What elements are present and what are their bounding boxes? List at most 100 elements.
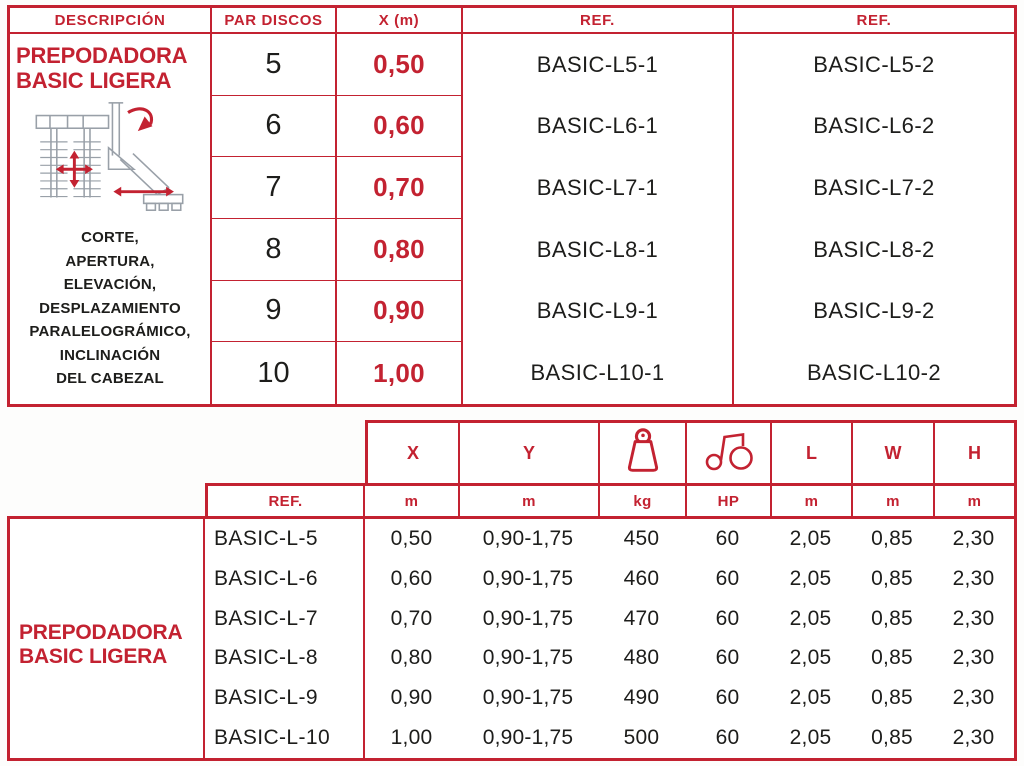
spec-header-l: L: [772, 423, 853, 483]
spec-h: 2,30: [952, 566, 995, 590]
par-discos-value: 6: [212, 95, 337, 158]
feature-list: CORTE, APERTURA, ELEVACIÓN, DESPLAZAMIEN…: [14, 226, 206, 391]
x-m-value: 0,60: [337, 95, 463, 158]
product-title-line1: PREPODADORA: [16, 43, 188, 68]
spec-y: 0,90-1,75: [482, 686, 574, 710]
spec-ref-column: BASIC-L-5 BASIC-L-6 BASIC-L-7 BASIC-L-8 …: [205, 519, 365, 758]
spec-l: 2,05: [789, 686, 832, 710]
par-discos-value: 5: [212, 34, 337, 96]
spec-h: 2,30: [952, 726, 995, 750]
tractor-icon: [701, 428, 757, 479]
spec-kg: 490: [623, 686, 660, 710]
column-header-ref-2: REF.: [734, 8, 1014, 34]
spec-x: 0,70: [390, 606, 433, 630]
spec-y: 0,90-1,75: [482, 606, 574, 630]
spec-hp: 60: [715, 606, 740, 630]
x-m-value: 0,50: [337, 34, 463, 96]
spec-kg: 450: [623, 526, 660, 550]
spec-h: 2,30: [952, 526, 995, 550]
spec-x: 1,00: [390, 726, 433, 750]
spec-label-line2: BASIC LIGERA: [19, 644, 168, 668]
spec-values-grid: 0,50 0,90-1,75 450 60 2,05 0,85 2,30 0,6…: [365, 519, 1014, 758]
spec-ref-code: BASIC-L-9: [214, 686, 318, 710]
spec-header-x: X: [368, 423, 460, 483]
x-m-value: 0,70: [337, 157, 463, 219]
x-m-value: 1,00: [337, 342, 463, 404]
column-header-x-m: X (m): [337, 8, 463, 34]
ref-code: BASIC-L8-1: [536, 236, 659, 262]
spec-header-weight: [600, 423, 687, 483]
feature-item: APERTURA,: [65, 252, 155, 270]
spec-l: 2,05: [789, 566, 832, 590]
par-discos-value: 7: [212, 157, 337, 219]
spec-header-h: H: [968, 442, 981, 463]
spec-w: 0,85: [871, 566, 913, 590]
weight-icon: [622, 427, 664, 480]
spec-header-w: W: [853, 423, 935, 483]
unit-power: HP: [687, 486, 772, 516]
spec-label-line1: PREPODADORA: [19, 620, 183, 644]
movement-arrows: [55, 107, 174, 197]
feature-item: ELEVACIÓN,: [63, 276, 157, 293]
spec-w: 0,85: [871, 686, 913, 710]
spec-y: 0,90-1,75: [482, 646, 574, 670]
spec-table-icon-header-row: X Y L W H: [365, 420, 1017, 483]
spec-table-unit-header-row: REF. m m kg HP m m m: [205, 483, 1017, 516]
spec-header-power: [687, 423, 772, 483]
spec-ref-code: BASIC-L-6: [214, 566, 318, 590]
spec-x: 0,50: [390, 526, 433, 550]
spec-w: 0,85: [871, 726, 913, 750]
description-cell: PREPODADORA BASIC LIGERA: [10, 34, 212, 404]
spec-hp: 60: [715, 526, 740, 550]
x-m-value: 0,80: [337, 219, 463, 281]
unit-h: m: [967, 492, 982, 510]
spec-y: 0,90-1,75: [482, 726, 574, 750]
machine-illustration: [24, 97, 196, 224]
product-title: PREPODADORA BASIC LIGERA: [14, 43, 206, 93]
spec-kg: 470: [623, 606, 660, 630]
ref-code: BASIC-L6-2: [813, 113, 935, 139]
product-title-line2: BASIC LIGERA: [16, 68, 172, 93]
column-header-ref-1: REF.: [463, 8, 734, 34]
par-discos-value: 8: [212, 219, 337, 281]
ref-column-2: BASIC-L5-2 BASIC-L6-2 BASIC-L7-2 BASIC-L…: [734, 34, 1014, 404]
spec-ref-code: BASIC-L-8: [214, 646, 318, 670]
ref-code: BASIC-L10-2: [806, 360, 941, 386]
x-m-value: 0,90: [337, 280, 463, 343]
spec-l: 2,05: [789, 646, 832, 670]
spec-hp: 60: [715, 566, 740, 590]
par-discos-value: 9: [212, 280, 337, 343]
ref-column-1: BASIC-L5-1 BASIC-L6-1 BASIC-L7-1 BASIC-L…: [463, 34, 734, 404]
spec-h: 2,30: [952, 686, 995, 710]
spec-x: 0,80: [390, 646, 433, 670]
product-reference-table: DESCRIPCIÓN PAR DISCOS X (m) REF. REF. P…: [7, 5, 1017, 407]
column-header-par-discos: PAR DISCOS: [212, 8, 337, 34]
spec-row-group-label: PREPODADORA BASIC LIGERA: [10, 519, 205, 758]
spec-w: 0,85: [871, 606, 913, 630]
spec-y: 0,90-1,75: [482, 526, 574, 550]
ref-code: BASIC-L6-1: [536, 113, 659, 139]
spec-y: 0,90-1,75: [482, 566, 574, 590]
ref-code: BASIC-L9-1: [536, 298, 659, 324]
spec-h: 2,30: [952, 606, 995, 630]
spec-ref-code: BASIC-L-7: [214, 606, 318, 630]
spec-h: 2,30: [952, 646, 995, 670]
spec-ref-code: BASIC-L-10: [214, 726, 331, 750]
spec-kg: 460: [623, 566, 660, 590]
unit-y: m: [460, 486, 600, 516]
spec-hp: 60: [715, 646, 740, 670]
ref-code: BASIC-L8-2: [813, 236, 935, 262]
column-header-descripcion: DESCRIPCIÓN: [10, 8, 212, 34]
unit-x: m: [365, 486, 460, 516]
feature-item: PARALELOGRÁMICO,: [29, 323, 191, 340]
par-discos-value: 10: [212, 342, 337, 404]
ref-code: BASIC-L5-1: [536, 51, 659, 77]
unit-l: m: [772, 486, 853, 516]
feature-item: INCLINACIÓN: [59, 346, 161, 364]
feature-item: DESPLAZAMIENTO: [39, 299, 181, 317]
spec-x: 0,90: [390, 686, 433, 710]
spec-w: 0,85: [871, 646, 913, 670]
ref-code: BASIC-L9-2: [813, 298, 935, 324]
spec-kg: 500: [623, 726, 660, 750]
spec-l: 2,05: [789, 526, 832, 550]
